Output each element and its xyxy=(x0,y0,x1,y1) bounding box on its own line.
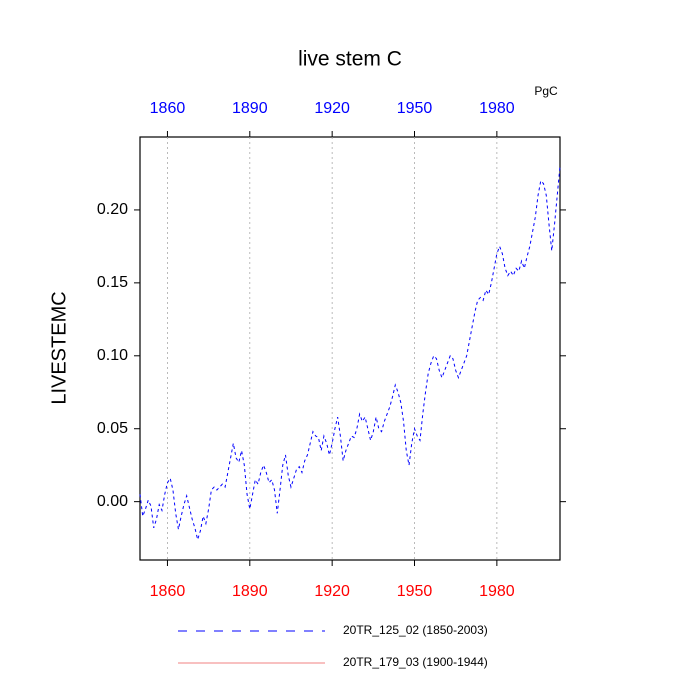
top-x-tick-label: 1980 xyxy=(479,100,515,117)
x-tick-label: 1920 xyxy=(314,583,350,600)
legend-label: 20TR_125_02 (1850-2003) xyxy=(343,623,488,637)
top-x-tick-label: 1950 xyxy=(397,100,433,117)
chart-title: live stem C xyxy=(298,48,402,71)
top-x-tick-label: 1920 xyxy=(314,100,350,117)
top-x-tick-label: 1890 xyxy=(232,100,268,117)
y-tick-label: 0.05 xyxy=(97,420,128,437)
legend-label: 20TR_179_03 (1900-1944) xyxy=(343,655,488,669)
series-line xyxy=(139,166,561,542)
y-tick-label: 0.20 xyxy=(97,201,128,218)
y-tick-label: 0.00 xyxy=(97,493,128,510)
x-tick-label: 1950 xyxy=(397,583,433,600)
y-tick-label: 0.10 xyxy=(97,347,128,364)
plot-frame xyxy=(139,136,561,561)
units-label: PgC xyxy=(534,84,558,98)
x-tick-label: 1890 xyxy=(232,583,268,600)
y-tick-label: 0.15 xyxy=(97,274,128,291)
top-x-tick-label: 1860 xyxy=(150,100,186,117)
x-tick-label: 1860 xyxy=(150,583,186,600)
y-axis-label: LIVESTEMC xyxy=(48,291,70,404)
x-tick-label: 1980 xyxy=(479,583,515,600)
